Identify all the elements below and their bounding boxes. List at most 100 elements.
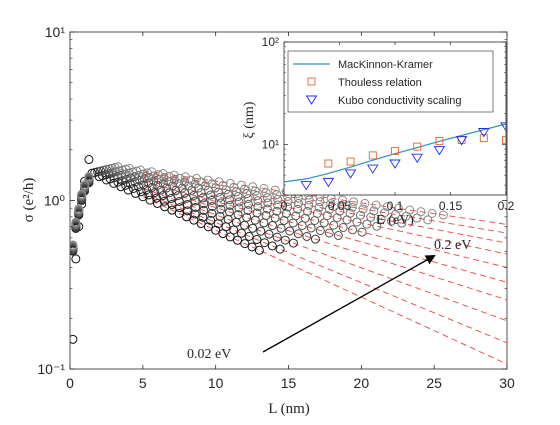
data-point <box>357 227 367 237</box>
data-point <box>264 229 274 239</box>
data-point <box>80 180 90 190</box>
thouless-point <box>346 157 355 166</box>
data-point <box>405 205 415 215</box>
x-tick-label: 10 <box>208 375 224 391</box>
data-point <box>136 165 146 175</box>
data-point <box>272 232 282 242</box>
data-point <box>192 173 202 183</box>
data-point <box>234 203 244 213</box>
data-point <box>438 210 448 220</box>
data-point <box>169 170 179 180</box>
inset-axis-ticks: 0 0.05 0.1 0.15 0.2 10¹ 10² <box>262 35 515 213</box>
fit-line <box>142 178 507 268</box>
data-point <box>71 254 81 264</box>
data-point <box>283 202 293 212</box>
data-point <box>372 221 382 231</box>
kubo-point <box>433 146 446 156</box>
data-point <box>252 235 262 245</box>
data-point <box>174 208 184 218</box>
data-point <box>324 204 334 214</box>
data-point <box>147 167 157 177</box>
data-point <box>248 223 258 233</box>
data-point <box>380 208 390 218</box>
data-point <box>358 204 368 214</box>
data-point <box>207 195 217 205</box>
data-point <box>355 210 365 220</box>
data-point <box>233 235 243 245</box>
data-point <box>236 228 246 238</box>
kubo-point <box>389 159 401 169</box>
energy-arrow <box>262 255 436 353</box>
data-point <box>242 212 252 222</box>
thouless-point <box>502 136 506 145</box>
x-tick-label: 0 <box>66 375 74 391</box>
kubo-point <box>411 153 424 164</box>
data-point <box>260 238 270 248</box>
data-point <box>121 164 131 174</box>
data-point <box>164 188 174 198</box>
data-point <box>329 220 339 230</box>
data-point <box>262 204 272 214</box>
data-point <box>279 215 289 225</box>
data-point <box>231 187 241 197</box>
data-point <box>314 202 324 212</box>
data-point <box>225 195 235 205</box>
data-point <box>293 198 303 208</box>
inset-x-tick-label: 0 <box>281 199 288 213</box>
data-point <box>371 200 381 210</box>
thouless-point <box>479 134 488 143</box>
thouless-point <box>391 147 399 156</box>
data-point <box>242 189 252 199</box>
data-point <box>302 231 312 241</box>
data-point <box>252 191 262 201</box>
data-point <box>156 185 166 195</box>
data-point <box>270 213 280 223</box>
data-point <box>152 193 162 203</box>
y-tick-label: 10⁻¹ <box>37 361 65 377</box>
data-point <box>337 195 347 205</box>
legend-label-mackinnon: MacKinnon-Kramer <box>338 59 433 71</box>
data-point <box>412 213 422 223</box>
data-point <box>216 198 226 208</box>
y-axis-label: σ (e²/h) <box>21 178 37 223</box>
data-point <box>261 188 271 198</box>
main-axis-ticks: 0 5 10 15 20 25 30 10⁻¹ 10⁰ 10¹ <box>37 24 515 391</box>
data-point <box>360 198 370 208</box>
data-point <box>190 196 200 206</box>
data-point <box>270 185 280 195</box>
data-point <box>182 199 192 209</box>
data-point <box>199 205 209 215</box>
data-point <box>310 234 320 244</box>
data-point <box>152 198 162 208</box>
legend-square-marker <box>307 77 316 86</box>
y-tick-label: 10⁰ <box>44 193 66 209</box>
legend-label-thouless: Thouless relation <box>338 77 422 89</box>
legend-triangle-marker <box>305 95 318 105</box>
data-point <box>326 199 336 209</box>
x-tick-label: 20 <box>354 375 370 391</box>
arrow-start-label: 0.02 eV <box>187 347 231 362</box>
data-point <box>386 216 396 226</box>
data-point <box>315 197 325 207</box>
thouless-point <box>413 142 422 151</box>
data-point <box>369 206 379 216</box>
data-point <box>253 196 263 206</box>
inset-x-tick-label: 0.2 <box>498 199 515 213</box>
data-point <box>338 222 348 232</box>
data-point <box>345 208 355 218</box>
kubo-point <box>455 136 468 146</box>
data-point <box>259 183 269 193</box>
data-point <box>335 206 345 216</box>
arrow-end-label: 0.2 eV <box>434 238 471 253</box>
x-tick-label: 5 <box>139 375 147 391</box>
kubo-point <box>300 181 313 191</box>
data-point <box>250 215 260 225</box>
data-point <box>275 244 285 254</box>
data-point <box>243 199 253 209</box>
data-point <box>272 190 282 200</box>
data-point <box>256 226 266 236</box>
data-point <box>186 175 196 185</box>
data-point <box>182 206 192 216</box>
data-point <box>315 225 325 235</box>
